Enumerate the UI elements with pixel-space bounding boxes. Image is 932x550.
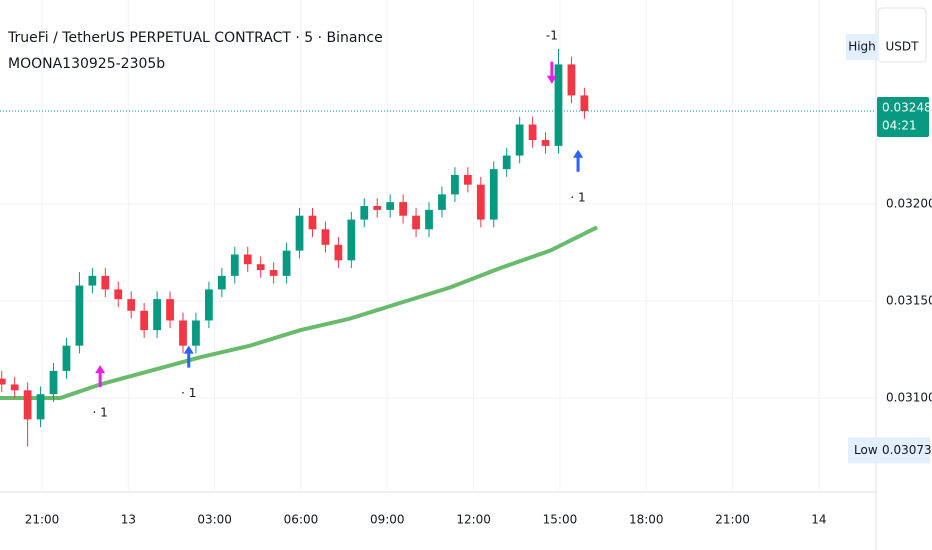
candle-body bbox=[0, 378, 6, 385]
last-price-badge bbox=[877, 96, 929, 137]
signal-arrow bbox=[573, 149, 584, 172]
candle-body bbox=[62, 345, 71, 371]
candle-body bbox=[153, 299, 161, 331]
y-tick-label: 0.03200 bbox=[886, 197, 932, 211]
candle-body bbox=[166, 299, 174, 321]
currency[interactable]: USDT bbox=[886, 40, 920, 54]
candle-body bbox=[412, 215, 420, 230]
candle-body bbox=[75, 285, 84, 346]
chart-title: TrueFi / TetherUS PERPETUAL CONTRACT · 5… bbox=[7, 30, 383, 46]
candle-body bbox=[360, 206, 369, 220]
high-label: High bbox=[848, 40, 876, 54]
candle-body bbox=[192, 320, 200, 346]
candle-body bbox=[282, 250, 291, 276]
candle-body bbox=[425, 209, 433, 230]
low-text: Low bbox=[854, 443, 878, 457]
candle-body bbox=[554, 64, 563, 146]
candle-body bbox=[243, 254, 252, 265]
candle-body bbox=[321, 229, 330, 245]
candle-body bbox=[373, 206, 382, 210]
high-badge bbox=[846, 34, 878, 60]
candle-body bbox=[528, 124, 537, 141]
y-tick-label: 0.03100 bbox=[886, 391, 932, 405]
low-badge bbox=[848, 437, 930, 464]
y-tick-label: 0.03150 bbox=[886, 294, 932, 308]
candle-body bbox=[386, 202, 395, 210]
signal-label: · 1 bbox=[92, 406, 107, 420]
candle-body bbox=[140, 310, 149, 331]
x-tick-label: 15:00 bbox=[543, 513, 578, 527]
signal-label: · 1 bbox=[181, 386, 196, 400]
candle-body bbox=[347, 219, 356, 261]
signal-label: -1 bbox=[546, 28, 558, 42]
candle-body bbox=[438, 194, 446, 210]
candle-body bbox=[23, 390, 32, 420]
candle-body bbox=[451, 174, 459, 195]
candle-body bbox=[502, 155, 511, 170]
candle-body bbox=[269, 270, 278, 276]
candle-body bbox=[205, 289, 213, 321]
candle-body bbox=[295, 215, 304, 251]
candle-body bbox=[476, 184, 485, 220]
candle-body bbox=[489, 169, 498, 220]
indicator-name: MOONA130925-2305b bbox=[8, 56, 165, 72]
candle-body bbox=[541, 140, 550, 146]
candle-body bbox=[567, 64, 576, 96]
candle-body bbox=[230, 254, 239, 276]
candle-body bbox=[101, 275, 110, 290]
x-tick-label: 21:00 bbox=[25, 513, 60, 527]
signal-label: · 1 bbox=[570, 190, 585, 204]
candle-body bbox=[127, 299, 136, 311]
countdown: 04:21 bbox=[882, 118, 917, 132]
x-tick-label: 13 bbox=[121, 513, 136, 527]
x-tick-label: 12:00 bbox=[456, 513, 491, 527]
candle-body bbox=[580, 95, 589, 111]
signal-arrow bbox=[95, 365, 106, 388]
candle-body bbox=[10, 384, 19, 391]
candle-body bbox=[36, 394, 45, 420]
signal-arrow bbox=[546, 61, 557, 84]
candle-body bbox=[256, 264, 265, 271]
plot: · 1 · 1 -1 · 1 bbox=[0, 28, 875, 447]
candle-body bbox=[88, 275, 97, 286]
low-value: 0.03073 bbox=[882, 443, 932, 457]
candle-body bbox=[463, 174, 472, 185]
x-tick-label: 21:00 bbox=[715, 513, 750, 527]
x-tick-label: 03:00 bbox=[197, 513, 232, 527]
x-tick-label: 09:00 bbox=[370, 513, 405, 527]
x-tick-label: 18:00 bbox=[629, 513, 664, 527]
candle-body bbox=[114, 289, 123, 300]
signal-arrow bbox=[183, 345, 194, 368]
x-tick-label: 06:00 bbox=[284, 513, 319, 527]
currency-button[interactable] bbox=[877, 7, 927, 63]
candle-body bbox=[49, 370, 58, 395]
x-tick-label: 14 bbox=[811, 513, 826, 527]
candle-body bbox=[217, 275, 226, 290]
candle-body bbox=[399, 202, 408, 216]
candle-body bbox=[308, 215, 317, 230]
candle-body bbox=[179, 320, 187, 346]
candle-body bbox=[334, 244, 343, 261]
last-price-label: 0.03248 bbox=[882, 100, 932, 114]
candle-body bbox=[515, 124, 524, 156]
